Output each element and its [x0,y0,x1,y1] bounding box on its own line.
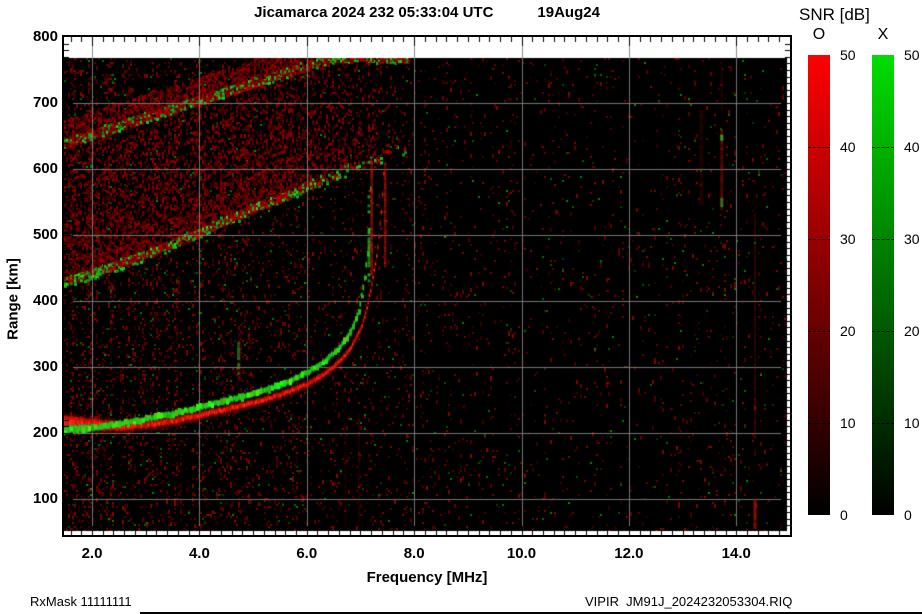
y-tick-label-300: 300 [32,358,58,375]
colorbar-o-tick-10: 10 [840,415,856,431]
x-tick-label-6: 6.0 [296,545,318,562]
title-date: 19Aug24 [537,4,600,21]
y-tick-label-400: 400 [32,292,58,309]
colorbar-o-tick-40: 40 [840,139,856,155]
bottom-rule [140,612,922,614]
x-tick-label-4: 4.0 [188,545,210,562]
colorbar-tick-dash [872,423,894,424]
x-tick-label-12: 12.0 [614,545,644,562]
page-title: Jicamarca 2024 232 05:33:04 UTC 19Aug24 [254,4,600,21]
colorbar-o-tick-20: 20 [840,323,856,339]
y-tick-label-100: 100 [32,490,58,507]
colorbar-o [808,55,830,515]
colorbar-x-tick-50: 50 [904,47,920,63]
y-tick-label-200: 200 [32,424,58,441]
y-tick-label-800: 800 [32,28,58,45]
colorbar-o-tick-50: 50 [840,47,856,63]
x-tick-label-10: 10.0 [506,545,537,562]
colorbar-x [872,55,894,515]
colorbar-x-tick-40: 40 [904,139,920,155]
y-axis-label: Range [km] [4,258,22,340]
colorbar-tick-dash [808,239,830,240]
colorbar-tick-dash [808,147,830,148]
colorbar-title: SNR [dB] [799,5,870,24]
colorbar-x-tick-10: 10 [904,415,920,431]
file-caption: VIPIR JM91J_2024232053304.RIQ [585,594,793,609]
colorbar-tick-dash [808,423,830,424]
colorbar-o-header: O [812,26,826,43]
y-tick-label-600: 600 [32,160,58,177]
x-axis-label: Frequency [MHz] [366,569,488,586]
colorbar-x-tick-30: 30 [904,231,920,247]
colorbar-o-tick-30: 30 [840,231,856,247]
title-text: Jicamarca 2024 232 05:33:04 UTC [254,4,494,21]
colorbar-tick-dash [808,331,830,332]
colorbar-x-header: X [877,26,889,43]
ionogram-plot-canvas [62,35,792,537]
colorbar-tick-dash [872,331,894,332]
rxmask-caption: RxMask 11111111 [30,594,132,609]
colorbar-x-tick-20: 20 [904,323,920,339]
x-tick-label-2: 2.0 [81,545,103,562]
colorbar-o-tick-0: 0 [840,507,848,523]
x-tick-label-8: 8.0 [403,545,425,562]
y-tick-label-500: 500 [32,226,58,243]
colorbar-tick-dash [872,147,894,148]
x-tick-label-14: 14.0 [721,545,751,562]
y-tick-label-700: 700 [32,94,58,111]
colorbar-tick-dash [872,239,894,240]
colorbar-x-tick-0: 0 [904,507,912,523]
